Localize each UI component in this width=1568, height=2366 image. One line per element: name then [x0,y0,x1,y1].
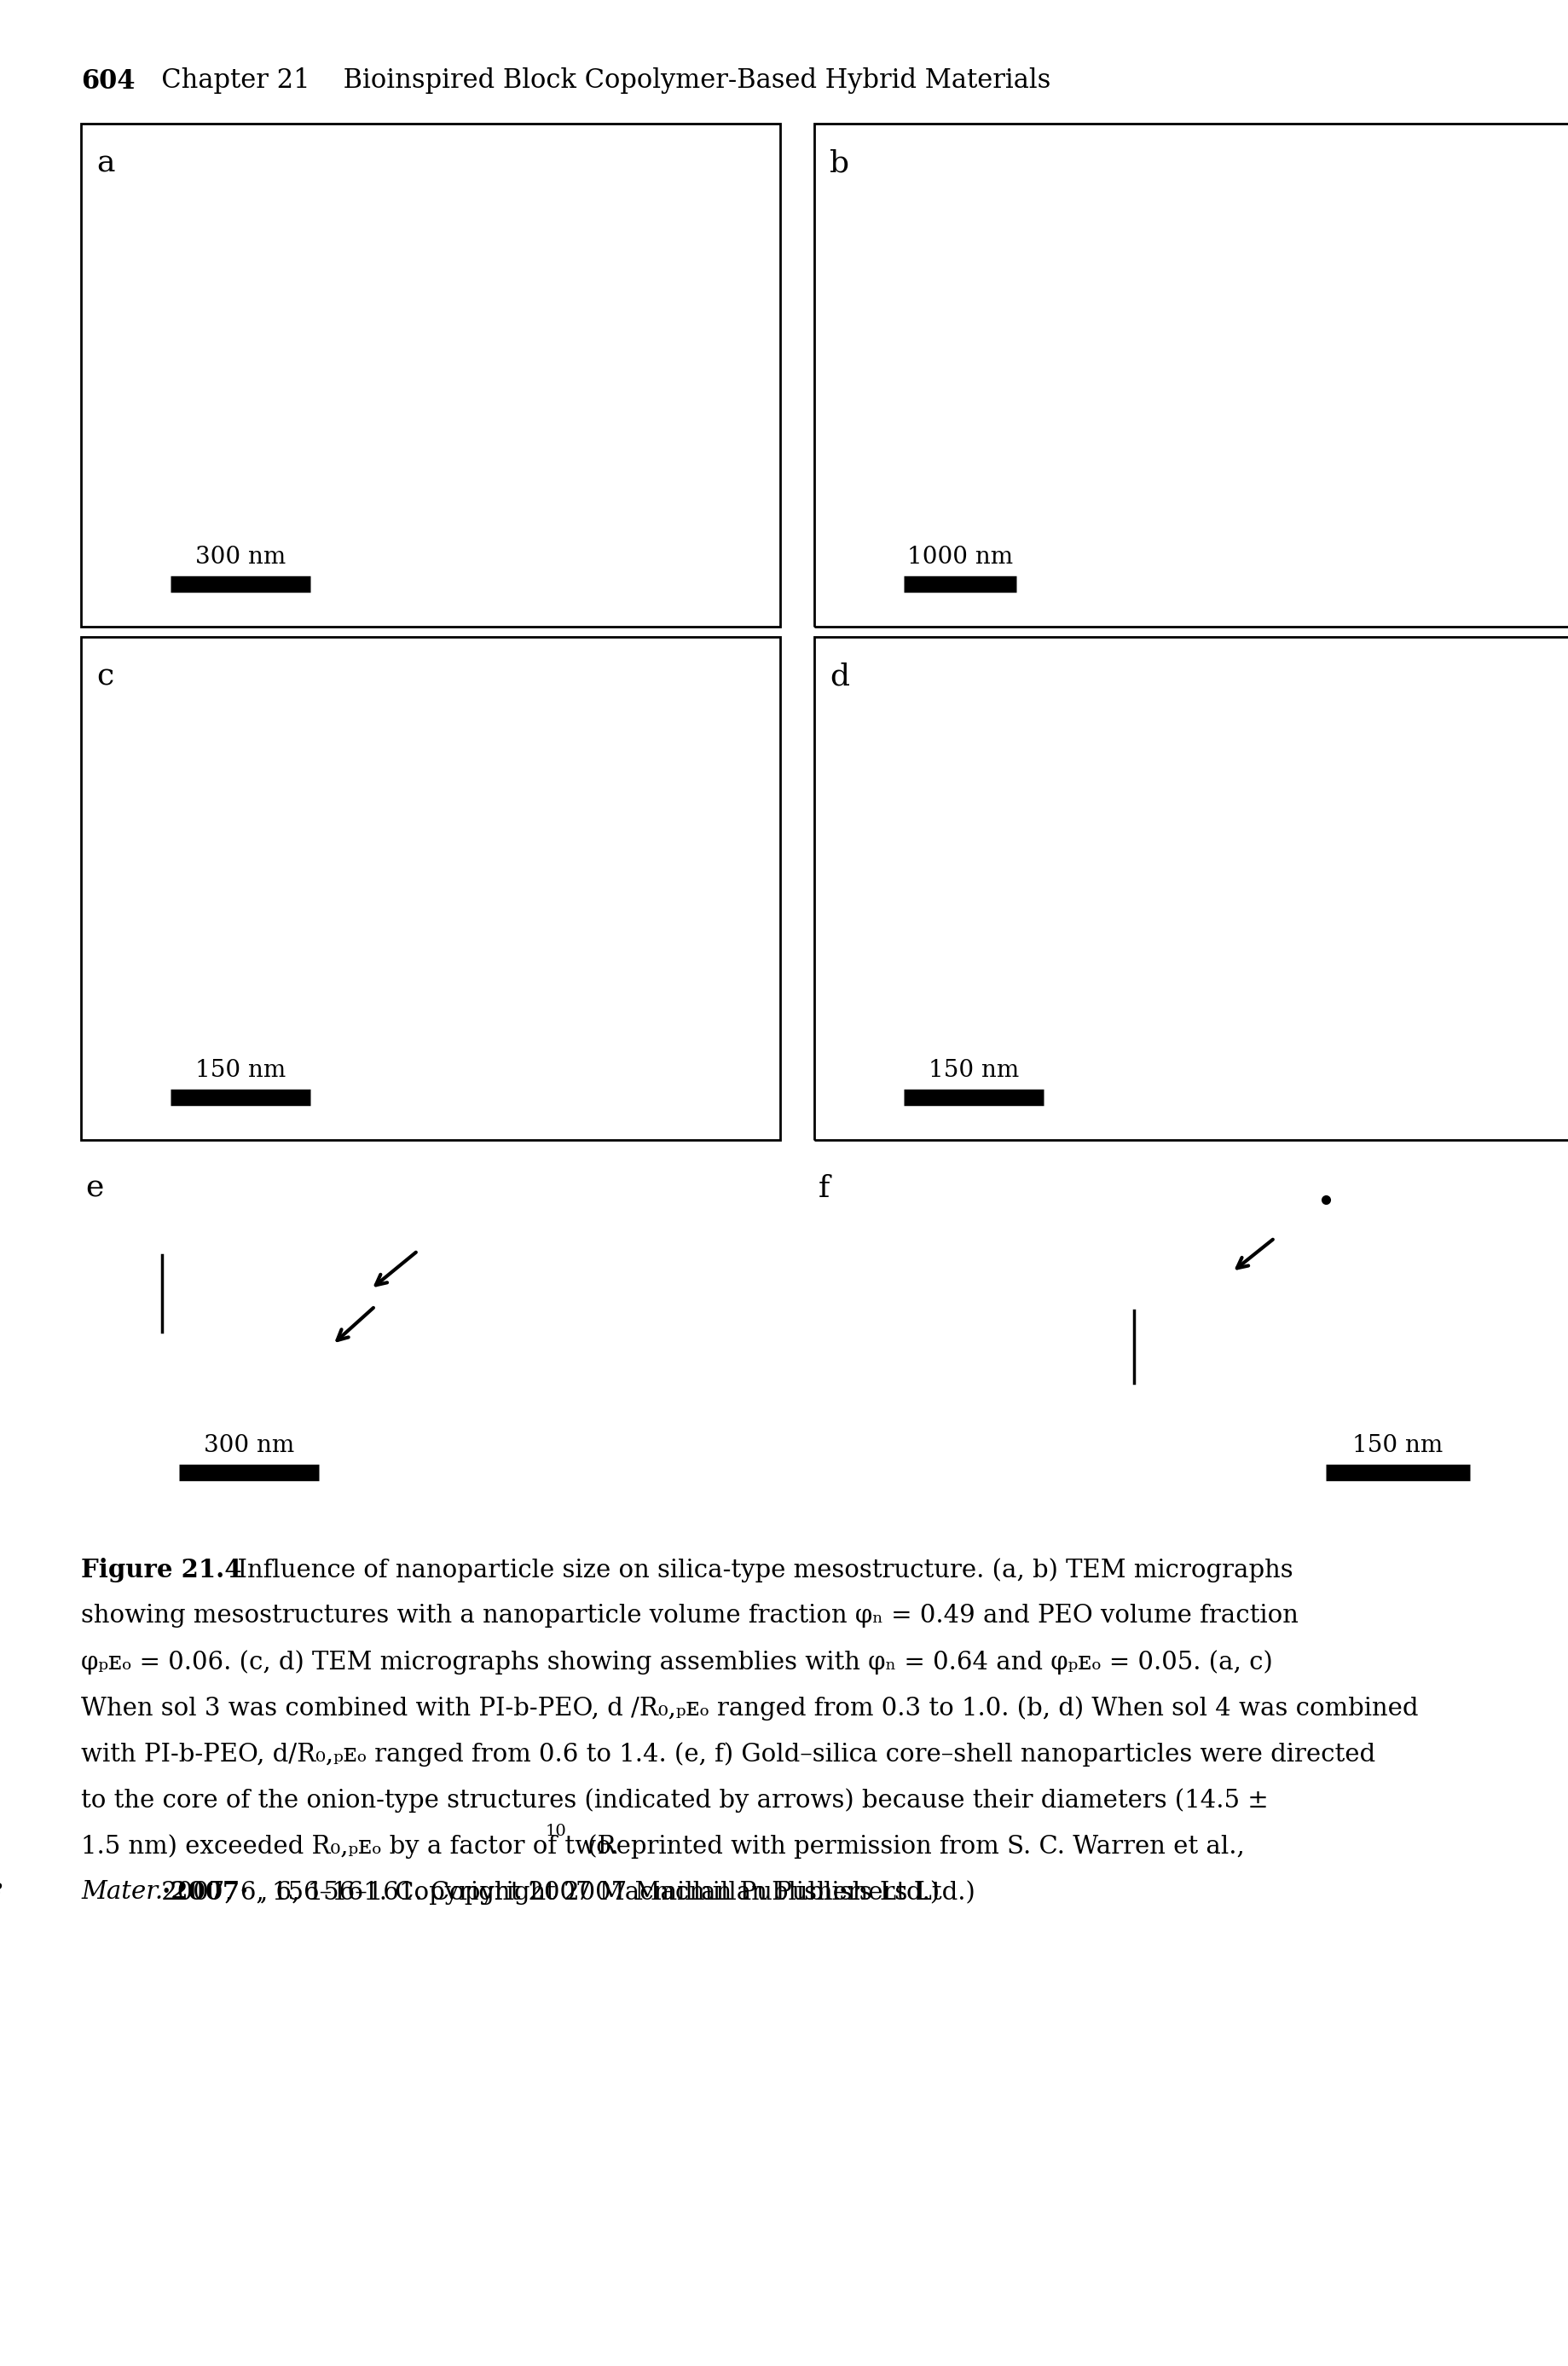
Text: 10: 10 [546,1824,566,1838]
Text: φₚᴇₒ = 0.06. (c, d) TEM micrographs showing assemblies with φₙ = 0.64 and φₚᴇₒ =: φₚᴇₒ = 0.06. (c, d) TEM micrographs show… [82,1649,1272,1675]
Text: e: e [85,1174,103,1202]
Text: 300 nm: 300 nm [194,547,285,568]
Text: 150 nm: 150 nm [194,1060,285,1081]
Text: 2007, 6, 156–161. Copyright 2007 Macmillan Publishers Ltd.): 2007, 6, 156–161. Copyright 2007 Macmill… [154,1881,939,1905]
Text: , 6, 156–161. Copyright 2007 Macmillan Publishers Ltd.): , 6, 156–161. Copyright 2007 Macmillan P… [260,1881,975,1905]
Text: a: a [96,149,114,177]
Bar [82,636,779,1140]
Bar [814,636,1568,1140]
Text: showing mesostructures with a nanoparticle volume fraction φₙ = 0.49 and PEO vol: showing mesostructures with a nanopartic… [82,1604,1298,1628]
Text: ·2007·: ·2007· [154,1881,248,1905]
Text: When sol 3 was combined with PI-b-PEO, d /R₀,ₚᴇₒ ranged from 0.3 to 1.0. (b, d) : When sol 3 was combined with PI-b-PEO, d… [82,1696,1417,1720]
Text: to the core of the onion-type structures (indicated by arrows) because their dia: to the core of the onion-type structures… [82,1789,1269,1812]
Text: 150 nm: 150 nm [928,1060,1019,1081]
Bar [82,123,779,627]
Text: Chapter 21    Bioinspired Block Copolymer-Based Hybrid Materials: Chapter 21 Bioinspired Block Copolymer-B… [136,69,1051,95]
Text: (Reprinted with permission from S. C. Warren et al.,: (Reprinted with permission from S. C. Wa… [580,1834,1251,1860]
Text: b: b [829,149,848,177]
Text: d: d [829,662,848,691]
Text: 1.5 nm) exceeded R₀,ₚᴇₒ by a factor of two.: 1.5 nm) exceeded R₀,ₚᴇₒ by a factor of t… [82,1834,618,1860]
Text: 300 nm: 300 nm [204,1434,295,1457]
Text: Influence of nanoparticle size on silica-type mesostructure. (a, b) TEM microgra: Influence of nanoparticle size on silica… [221,1557,1292,1583]
Bar [814,123,1568,627]
Text: Mater.: Mater. [82,1881,163,1905]
Text: Figure 21.4: Figure 21.4 [82,1557,241,1583]
Text: 1000 nm: 1000 nm [906,547,1013,568]
Text: with PI-b-PEO, d/R₀,ₚᴇₒ ranged from 0.6 to 1.4. (e, f) Gold–silica core–shell na: with PI-b-PEO, d/R₀,ₚᴇₒ ranged from 0.6 … [82,1741,1375,1767]
Text: f: f [818,1174,829,1202]
Text: c: c [96,662,113,691]
Text: 604: 604 [82,69,135,95]
Text: 150 nm: 150 nm [1352,1434,1443,1457]
Text: Nature: Nature [0,1879,3,1902]
